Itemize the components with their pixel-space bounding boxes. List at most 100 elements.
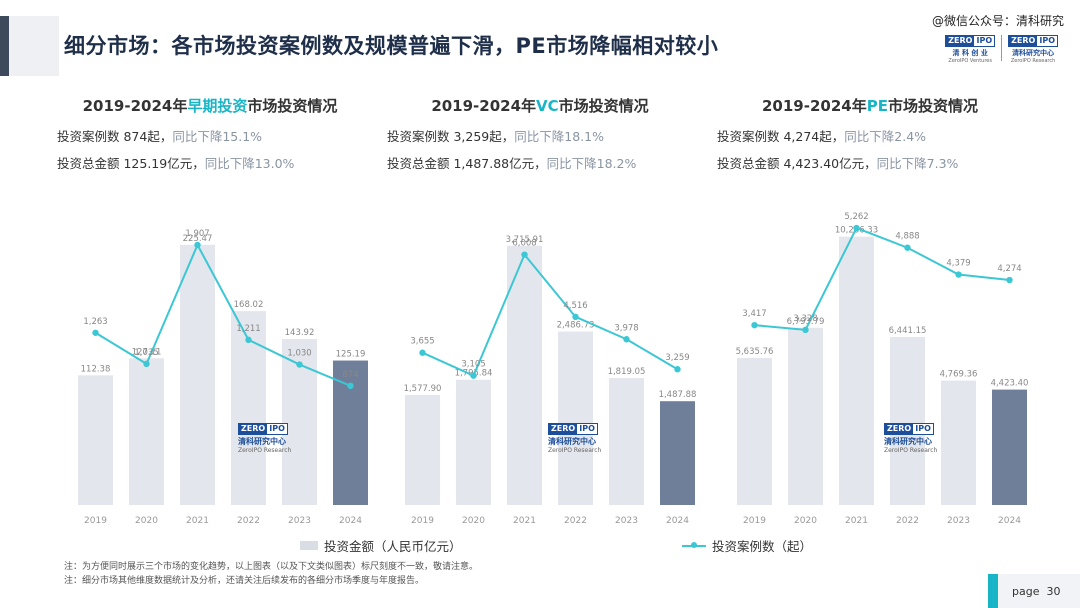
logo-text-b: IPO: [974, 36, 995, 46]
line-data-label: 4,888: [895, 232, 919, 242]
amount-change: 同比下降7.3%: [876, 156, 959, 171]
logo-mark: ZERO IPO: [238, 423, 288, 435]
line-data-label: 1,035: [134, 348, 158, 358]
x-tick-label: 2024: [666, 516, 689, 526]
line-point: [296, 361, 303, 368]
line-data-label: 4,274: [997, 264, 1021, 274]
legend-bar-entry: 投资金额（人民币亿元）: [300, 536, 462, 555]
logo-cn: 清科研究中心: [1012, 49, 1055, 57]
count-label: 投资案例数 4,274起，: [717, 129, 845, 144]
bar: [405, 394, 440, 505]
series-line: [94, 242, 351, 387]
panel-title-post: 市场投资情况: [887, 97, 978, 115]
panel-title-highlight: 早期投资: [187, 97, 248, 115]
x-tick-label: 2021: [845, 516, 868, 526]
amount-change: 同比下降13.0%: [204, 156, 295, 171]
x-tick-label: 2020: [794, 516, 817, 526]
logo-divider: [1001, 35, 1003, 61]
x-tick-label: 2023: [288, 516, 311, 526]
logo-cn: 清科研究中心: [548, 437, 596, 446]
x-tick-label: 2019: [743, 516, 766, 526]
line-point: [751, 321, 758, 329]
bar-data-label: 4,769.36: [940, 370, 978, 380]
x-tick-label: 2019: [84, 516, 107, 526]
logo-cn: 清 科 创 业: [952, 49, 988, 57]
legend-bar-swatch: [300, 541, 318, 550]
bar-data-label: 1,819.05: [608, 367, 646, 377]
page-label: page: [1012, 585, 1040, 598]
logo-text-a: ZERO: [549, 424, 578, 434]
footnote: 注：细分市场其他维度数据统计及分析，还请关注后续发布的各细分市场季度与年度报告。: [64, 576, 425, 586]
panel-title-pre: 2019-2024年: [762, 97, 867, 115]
bar: [609, 378, 644, 505]
panel-title: 2019-2024年VC市场投资情况: [375, 95, 705, 116]
logo-text-a: ZERO: [946, 36, 975, 46]
count-stat: 投资案例数 3,259起，同比下降18.1%: [387, 126, 705, 145]
line-point: [674, 366, 681, 373]
logo-mark: ZERO IPO: [1008, 35, 1058, 47]
page-number: page 30: [1012, 585, 1060, 598]
panel-stats: 投资案例数 3,259起，同比下降18.1% 投资总金额 1,487.88亿元，…: [387, 126, 705, 172]
line-data-label: 6,008: [512, 239, 536, 249]
bar-data-label: 5,635.76: [736, 347, 774, 357]
amount-stat: 投资总金额 1,487.88亿元，同比下降18.2%: [387, 153, 705, 172]
bar: [333, 360, 368, 505]
chart-watermark-logo: ZERO IPO 清科研究中心 ZeroIPO Research: [238, 423, 291, 454]
logo-en: ZeroIPO Research: [1010, 58, 1056, 64]
logo-text-b: IPO: [577, 424, 597, 434]
count-label: 投资案例数 3,259起，: [387, 129, 515, 144]
line-data-label: 3,655: [410, 337, 434, 347]
logo-en: ZeroIPO Research: [884, 447, 938, 454]
line-point: [92, 329, 99, 336]
bar: [456, 379, 491, 505]
line-point: [572, 313, 579, 321]
bar-data-label: 1,577.90: [404, 384, 442, 394]
page-num: 30: [1046, 585, 1061, 598]
line-data-label: 1,211: [236, 324, 260, 334]
count-stat: 投资案例数 874起，同比下降15.1%: [57, 126, 375, 145]
line-data-label: 3,978: [614, 323, 638, 333]
logo-text-a: ZERO: [239, 424, 268, 434]
amount-change: 同比下降18.2%: [546, 156, 637, 171]
series-line: [754, 226, 1010, 331]
amount-label: 投资总金额 125.19亿元，: [57, 156, 205, 171]
bar-data-label: 168.02: [234, 300, 264, 310]
line-point: [623, 336, 630, 343]
chart-watermark-logo: ZERO IPO 清科研究中心 ZeroIPO Research: [548, 423, 601, 454]
x-tick-label: 2023: [615, 516, 638, 526]
bar-data-label: 6,441.15: [889, 326, 927, 336]
count-change: 同比下降18.1%: [514, 129, 604, 144]
logo-text-a: ZERO: [1009, 36, 1038, 46]
bar-data-label: 6,793.79: [787, 317, 825, 327]
logo-cn: 清科研究中心: [884, 437, 932, 446]
line-point: [853, 224, 860, 232]
bar: [890, 336, 925, 505]
panel-title-pre: 2019-2024年: [82, 97, 188, 115]
logo-en: ZeroIPO Research: [548, 447, 602, 454]
panel-early-stage: 2019-2024年早期投资市场投资情况 投资案例数 874起，同比下降15.1…: [45, 95, 375, 172]
bar: [180, 244, 215, 506]
line-point: [194, 241, 201, 249]
logo-mark: ZERO IPO: [945, 35, 996, 47]
logo-text-a: ZERO: [885, 424, 914, 434]
bar: [231, 311, 266, 505]
bar: [129, 358, 164, 505]
line-point: [955, 271, 962, 278]
bar: [660, 401, 695, 505]
count-change: 同比下降15.1%: [172, 129, 263, 144]
bar-data-label: 4,423.40: [991, 379, 1029, 389]
bar: [558, 331, 593, 505]
line-point: [245, 336, 252, 344]
panel-title-pre: 2019-2024年: [431, 97, 537, 115]
line-data-label: 3,328: [793, 314, 817, 324]
bar-data-label: 127.11: [132, 347, 162, 357]
panel-title-post: 市场投资情况: [247, 97, 338, 115]
line-data-label: 874: [342, 370, 358, 380]
bar-data-label: 3,715.91: [506, 235, 544, 245]
logo-text-b: IPO: [1037, 36, 1057, 46]
legend-line-label: 投资案例数（起）: [712, 539, 813, 554]
zeroipo-research-logo: ZERO IPO 清科研究中心 ZeroIPO Research: [1008, 35, 1058, 64]
bar: [839, 236, 874, 505]
amount-stat: 投资总金额 125.19亿元，同比下降13.0%: [57, 153, 375, 172]
line-point: [143, 360, 150, 368]
